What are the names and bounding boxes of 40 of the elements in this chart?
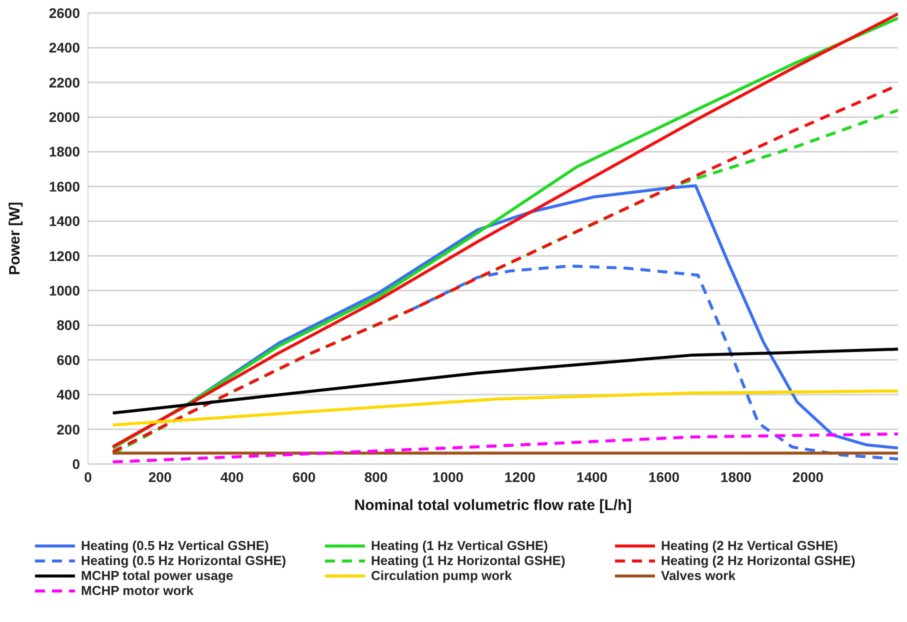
x-tick-label: 400 <box>220 468 244 485</box>
y-tick-label: 2600 <box>48 4 80 21</box>
y-tick-label: 1000 <box>48 282 80 299</box>
x-tick-label: 1000 <box>432 468 464 485</box>
line-series <box>111 432 898 464</box>
y-tick-label: 1200 <box>48 248 80 264</box>
y-tick-label: 800 <box>56 317 80 334</box>
x-tick-label: 2000 <box>792 468 824 485</box>
y-tick-label: 1800 <box>48 144 80 160</box>
y-tick-label: 2400 <box>48 40 80 56</box>
y-tick-label: 2200 <box>48 74 80 90</box>
legend-label: Heating (1 Hz Horizontal GSHE) <box>371 553 566 568</box>
legend-label: Heating (1 Hz Vertical GSHE) <box>371 538 548 553</box>
legend-label: Heating (0.5 Hz Horizontal GSHE) <box>81 553 286 568</box>
y-tick-label: 600 <box>56 352 80 368</box>
y-axis-title: Power [W] <box>6 202 24 276</box>
legend-label: MCHP total power usage <box>81 568 234 583</box>
legend-label: MCHP motor work <box>81 583 194 598</box>
x-tick-label: 1400 <box>576 468 608 485</box>
legend-label: Heating (2 Hz Horizontal GSHE) <box>661 553 856 568</box>
x-tick-label: 1200 <box>504 468 536 485</box>
y-tick-label: 2000 <box>48 109 80 126</box>
y-tick-label: 200 <box>56 421 80 438</box>
legend-label: Circulation pump work <box>371 568 512 583</box>
x-tick-label: 1600 <box>648 468 680 485</box>
y-tick-label: 0 <box>72 456 80 472</box>
legend-label: Heating (2 Hz Vertical GSHE) <box>661 538 838 553</box>
line-series <box>111 389 898 426</box>
line-series <box>111 348 898 414</box>
x-axis-title: Nominal total volumetric flow rate [L/h] <box>354 497 632 514</box>
legend-label: Valves work <box>661 568 736 583</box>
y-tick-label: 400 <box>56 386 80 403</box>
y-tick-label: 1600 <box>48 178 80 194</box>
x-tick-label: 0 <box>84 468 92 485</box>
legend-label: Heating (0.5 Hz Vertical GSHE) <box>81 538 269 553</box>
x-tick-label: 1800 <box>720 468 752 485</box>
x-tick-label: 200 <box>148 468 172 485</box>
x-tick-label: 600 <box>292 468 316 485</box>
y-tick-label: 1400 <box>48 213 80 230</box>
x-tick-label: 800 <box>364 468 388 485</box>
